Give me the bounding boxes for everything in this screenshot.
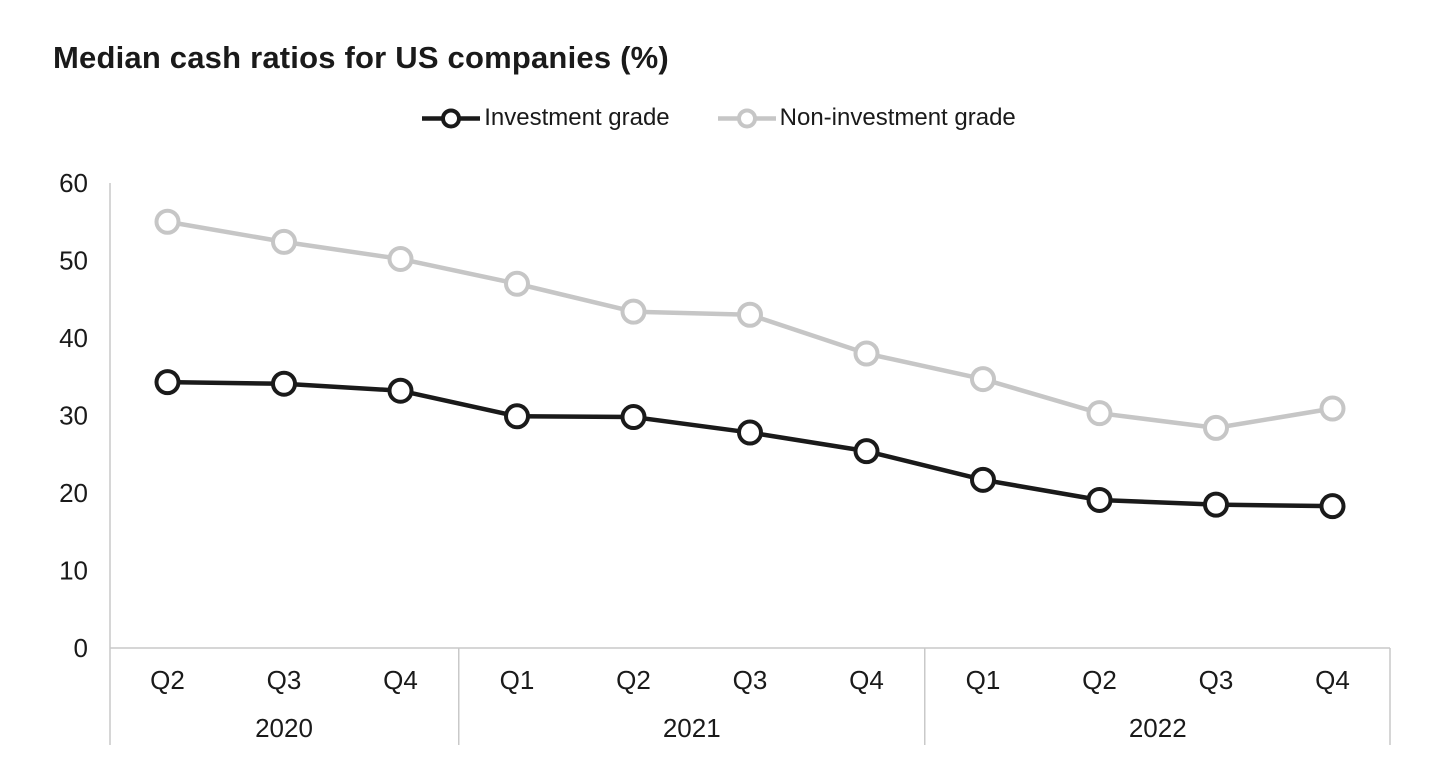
x-axis-quarter-label: Q4	[849, 665, 884, 695]
legend-marker	[441, 108, 462, 128]
data-point-marker	[853, 340, 880, 367]
y-axis-tick-label: 20	[59, 478, 88, 508]
x-axis-quarter-label: Q3	[1199, 665, 1234, 695]
x-axis-quarter-label: Q1	[966, 665, 1001, 695]
legend-label: Investment grade	[484, 104, 670, 131]
x-axis-quarter-label: Q3	[733, 665, 768, 695]
data-point-marker	[387, 245, 414, 272]
y-axis-tick-label: 30	[59, 401, 88, 431]
legend-item-investment-grade: Investment grade	[422, 104, 670, 132]
data-point-marker	[504, 403, 530, 430]
data-point-marker	[970, 466, 996, 493]
x-axis-quarter-label: Q1	[500, 665, 535, 695]
x-axis-quarter-label: Q3	[267, 665, 302, 695]
data-point-marker	[271, 228, 297, 255]
chart-legend: Investment grade Non-investment grade	[0, 104, 1438, 132]
x-axis-quarter-label: Q4	[383, 665, 418, 695]
data-point-marker	[737, 419, 763, 446]
data-point-marker	[620, 298, 647, 325]
data-point-marker	[737, 301, 763, 328]
data-point-marker	[1203, 414, 1229, 441]
data-point-marker	[154, 369, 181, 396]
y-axis-tick-label: 0	[74, 633, 88, 663]
x-axis-quarter-label: Q2	[616, 665, 651, 695]
data-point-marker	[387, 377, 414, 404]
data-point-marker	[853, 438, 880, 465]
legend-swatch-non-investment-grade-icon	[717, 108, 776, 128]
legend-marker	[736, 108, 757, 128]
data-point-marker	[154, 208, 181, 235]
legend-label: Non-investment grade	[779, 104, 1016, 131]
data-point-marker	[1086, 486, 1113, 513]
data-point-marker	[271, 370, 297, 397]
x-axis-year-label: 2022	[1129, 713, 1187, 743]
y-axis-tick-label: 40	[59, 323, 88, 353]
legend-item-non-investment-grade: Non-investment grade	[717, 104, 1016, 132]
x-axis-quarter-label: Q4	[1315, 665, 1350, 695]
data-point-marker	[504, 270, 530, 297]
x-axis-quarter-label: Q2	[1082, 665, 1117, 695]
x-axis-year-label: 2021	[663, 713, 721, 743]
data-point-marker	[1319, 493, 1346, 520]
legend-swatch-investment-grade-icon	[422, 108, 481, 128]
data-point-marker	[1203, 491, 1229, 518]
y-axis-tick-label: 60	[59, 168, 88, 198]
y-axis-tick-label: 50	[59, 246, 88, 276]
data-point-marker	[970, 366, 996, 393]
chart-title: Median cash ratios for US companies (%)	[53, 40, 669, 75]
data-point-marker	[1086, 400, 1113, 427]
x-axis-quarter-label: Q2	[150, 665, 185, 695]
data-point-marker	[620, 404, 647, 431]
data-point-marker	[1319, 395, 1346, 422]
x-axis-year-label: 2020	[255, 713, 313, 743]
y-axis-tick-label: 10	[59, 556, 88, 586]
